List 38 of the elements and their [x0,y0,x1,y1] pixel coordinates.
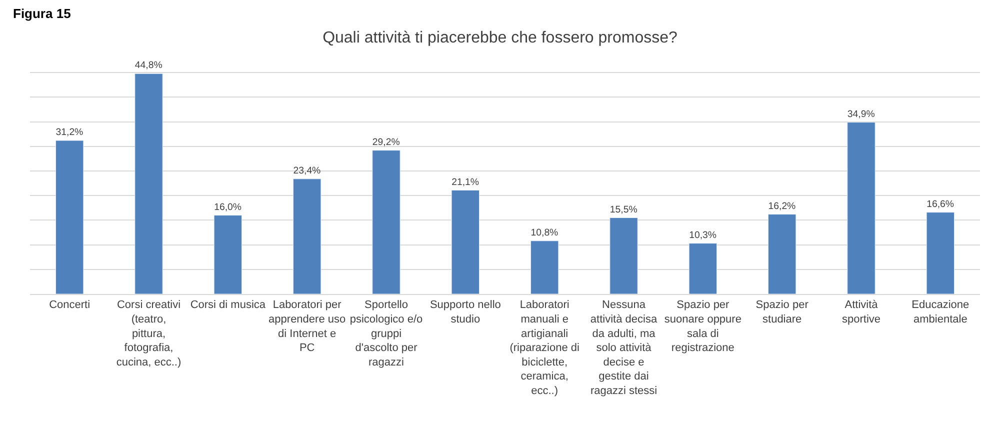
data-label: 21,1% [452,176,480,188]
bar [768,214,796,294]
x-tick-label: Sportello psicologico e/o gruppi d'ascolto per ragazzi [350,299,423,368]
x-tick-label: Laboratori per apprendere uso di Internet e PC [268,299,346,354]
data-label: 16,0% [214,202,242,213]
x-tick-label: Spazio per studiare [756,299,809,326]
data-label: 16,6% [926,198,954,210]
data-label: 34,9% [847,108,876,120]
x-tick-label: Attività sportive [842,299,881,326]
x-tick-label: Corsi creativi (teatro, pittura, fotografia, cucina, ecc..) [116,299,182,368]
bar [610,218,638,294]
data-label: 31,2% [56,127,84,138]
x-tick-label: Supporto nello studio [430,299,501,326]
bar [372,150,400,294]
data-label: 44,8% [134,60,163,72]
bar [451,190,480,294]
data-label: 29,2% [372,136,400,148]
x-tick-label: Educazione ambientale [912,299,970,326]
x-tick-label: Nessuna attività decisa da adulti, ma solo attività decise e gestite dai ragazzi stessi [590,299,658,397]
x-tick-label: Concerti [49,299,90,312]
bar [292,178,322,294]
bar [55,140,84,294]
bar [214,215,242,294]
x-tick-label: Laboratori manuali e artigianali (riparazione di biciclette, ceramica, ecc..) [510,299,580,397]
text: Figura 15 [13,6,71,21]
data-label: 16,2% [768,200,796,212]
x-tick-label: Spazio per suonare oppure sala di registrazione [664,299,742,354]
data-label: 15,5% [610,204,638,216]
data-label: 23,4% [293,165,322,176]
data-label: 10,8% [530,227,559,238]
data-label: 10,3% [689,230,717,241]
bar [134,73,163,294]
bar [688,243,718,294]
x-tick-label: Corsi di musica [190,299,266,312]
chart-title: Quali attività ti piacerebbe che fossero promosse? [322,29,678,46]
bar [926,212,955,294]
bar [530,240,559,294]
bar [847,122,876,294]
